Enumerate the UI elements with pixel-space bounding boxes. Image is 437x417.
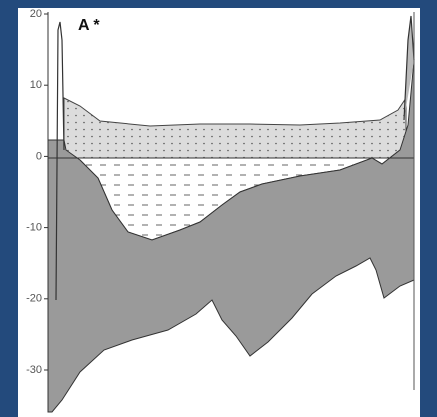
tick-label: -10 [26, 222, 42, 234]
tick-label: 0 [36, 150, 42, 162]
tick-label: 10 [30, 79, 42, 91]
right-spike [403, 15, 415, 121]
substrate [47, 59, 415, 413]
tick-label: -30 [26, 364, 42, 376]
tick-label: -20 [26, 293, 42, 305]
panel-label: A * [78, 17, 100, 34]
left-spike [55, 21, 65, 301]
y-axis: 20 10 0 -10 -20 -30 [26, 8, 48, 376]
tick-label: 20 [30, 8, 42, 20]
